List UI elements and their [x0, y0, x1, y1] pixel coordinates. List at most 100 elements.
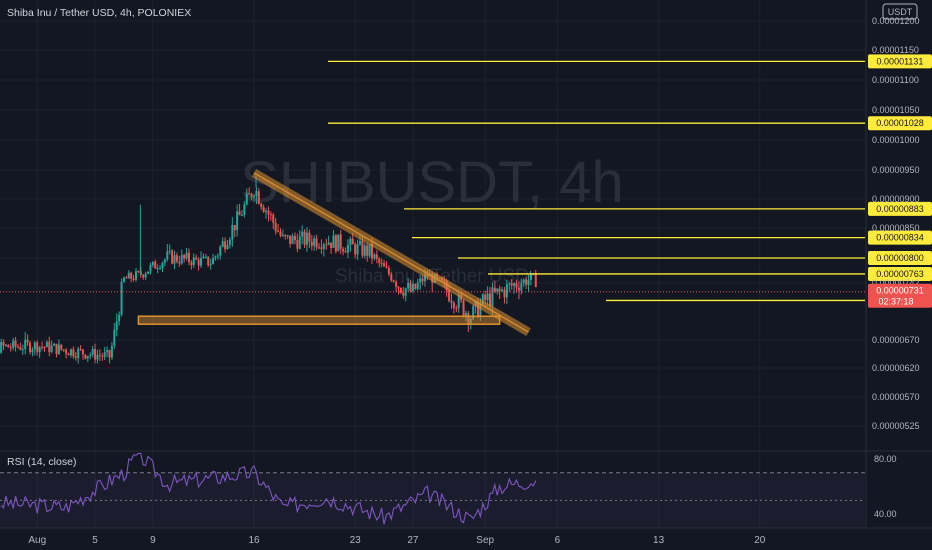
candle	[503, 286, 506, 304]
candle	[501, 286, 504, 293]
level-price-badge	[868, 266, 932, 281]
countdown-label: 02:37:18	[878, 297, 913, 307]
candle	[45, 340, 48, 348]
support-zone[interactable]	[137, 315, 501, 325]
candle-body	[134, 271, 137, 280]
candle	[212, 253, 215, 265]
candle	[342, 246, 345, 256]
candle-body	[402, 292, 405, 296]
candle	[108, 349, 111, 364]
candle-body	[301, 231, 304, 237]
candle	[67, 352, 70, 356]
candle-body	[395, 281, 398, 288]
candle-body	[55, 343, 58, 355]
candle	[127, 270, 130, 279]
candle	[16, 343, 19, 349]
candle	[515, 279, 518, 293]
candle-body	[224, 241, 227, 249]
candle-body	[118, 314, 121, 322]
candle	[496, 288, 499, 295]
candle	[255, 186, 258, 205]
candle-body	[513, 283, 516, 286]
candle-body	[142, 274, 145, 278]
candle-body	[0, 341, 3, 353]
time-tick-label: 13	[653, 535, 665, 546]
candle	[33, 340, 36, 356]
candle	[180, 249, 183, 265]
candle	[151, 261, 154, 268]
candle-body	[308, 232, 311, 242]
candle	[171, 248, 174, 265]
candle	[103, 347, 106, 360]
candle-body	[455, 308, 458, 310]
time-tick-label: Sep	[476, 535, 494, 546]
candle	[395, 280, 398, 292]
candle-body	[144, 273, 147, 278]
candle-body	[274, 222, 277, 232]
candle-body	[106, 350, 109, 353]
candle	[130, 271, 133, 283]
candle	[7, 344, 10, 348]
price-tick-label: 0.00000670	[872, 335, 920, 345]
candle-body	[322, 244, 325, 249]
candle	[505, 279, 508, 305]
candle	[267, 206, 270, 222]
candle-body	[327, 242, 330, 245]
candle	[493, 280, 496, 294]
candle	[534, 269, 537, 288]
candle	[366, 242, 369, 262]
candle	[98, 349, 101, 362]
candle-body	[236, 211, 239, 231]
candle	[159, 265, 162, 270]
candle	[110, 341, 113, 360]
time-tick-label: 16	[248, 535, 260, 546]
candle	[378, 256, 381, 268]
candle-body	[527, 279, 530, 285]
candle-body	[115, 321, 118, 330]
candle	[224, 237, 227, 253]
candle-body	[74, 356, 77, 359]
candle-body	[510, 283, 513, 286]
candle	[344, 247, 347, 253]
candle-body	[103, 352, 106, 357]
candle	[522, 278, 525, 287]
candle	[86, 355, 89, 363]
level-price-label: 0.00000763	[876, 269, 924, 279]
candle	[4, 343, 7, 347]
candle-body	[149, 265, 152, 272]
candle	[462, 299, 465, 318]
candle-body	[250, 193, 253, 198]
candle	[305, 227, 308, 252]
level-price-badge	[868, 54, 932, 69]
currency-button[interactable]	[882, 3, 918, 20]
candle	[89, 352, 92, 360]
candle-body	[423, 274, 426, 282]
candle	[272, 212, 275, 230]
candle-body	[416, 282, 419, 289]
candle	[115, 313, 118, 337]
candle	[147, 271, 150, 275]
rsi-tick-label: 40.00	[874, 509, 897, 519]
candle-body	[4, 344, 7, 346]
candle-body	[125, 277, 128, 279]
candle-body	[212, 258, 215, 265]
candle-body	[517, 287, 520, 291]
candle-body	[378, 258, 381, 263]
candle	[277, 224, 280, 233]
candle-body	[33, 342, 36, 350]
candle-body	[45, 341, 48, 348]
candle-body	[469, 319, 472, 324]
price-tick-label: 0.00000950	[872, 165, 920, 175]
candle-body	[491, 287, 494, 307]
candle-body	[96, 354, 99, 360]
price-tick-label: 0.00000570	[872, 392, 920, 402]
candle-body	[269, 214, 272, 216]
candle-body	[325, 244, 328, 246]
candle-body	[399, 287, 402, 293]
candle-body	[525, 279, 528, 285]
level-price-badge	[868, 251, 932, 265]
candle-body	[330, 242, 333, 248]
candle-body	[231, 224, 234, 240]
